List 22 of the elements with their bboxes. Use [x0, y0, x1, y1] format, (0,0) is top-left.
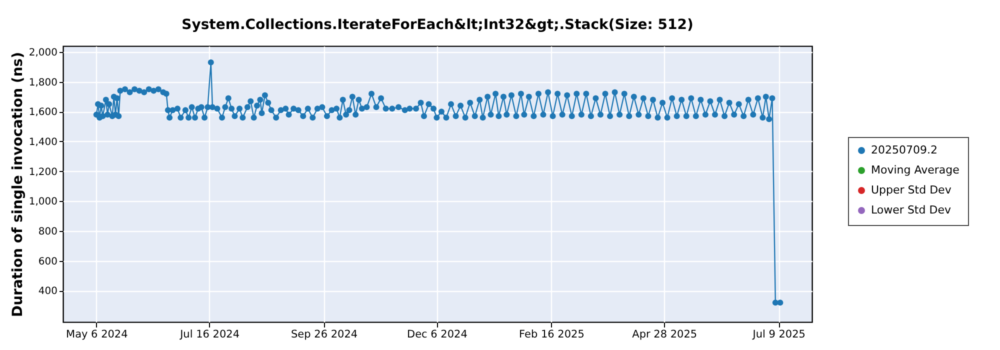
y-tick-label: 600 [38, 256, 58, 268]
x-tick-label: Sep 26 2024 [291, 328, 358, 340]
x-tick-label: Dec 6 2024 [407, 328, 468, 340]
y-tick-label: 1,000 [28, 196, 58, 208]
legend-label: Lower Std Dev [871, 204, 952, 216]
y-tick-label: 2,000 [28, 47, 58, 58]
legend-label: Moving Average [871, 164, 960, 176]
y-axis-title: Duration of single invocation (ns) [10, 52, 26, 318]
chart-title: System.Collections.IterateForEach&lt;Int32&gt;.Stack(Size: 512) [182, 17, 694, 33]
x-tick-label: Feb 16 2025 [519, 328, 584, 340]
x-tick-label: May 6 2024 [66, 328, 128, 340]
x-tick-label: Apr 28 2025 [632, 328, 698, 340]
y-tick-label: 1,800 [28, 77, 58, 88]
y-tick-label: 800 [38, 226, 58, 238]
x-tick-label: Jul 16 2024 [179, 328, 240, 340]
y-tick-label: 1,200 [28, 166, 58, 178]
y-tick-label: 1,600 [28, 107, 58, 118]
x-tick-label: Jul 9 2025 [752, 328, 806, 340]
legend-label: Upper Std Dev [871, 184, 952, 196]
legend-label: 20250709.2 [871, 144, 938, 156]
y-tick-label: 400 [38, 286, 58, 298]
y-tick-label: 1,400 [28, 136, 58, 148]
